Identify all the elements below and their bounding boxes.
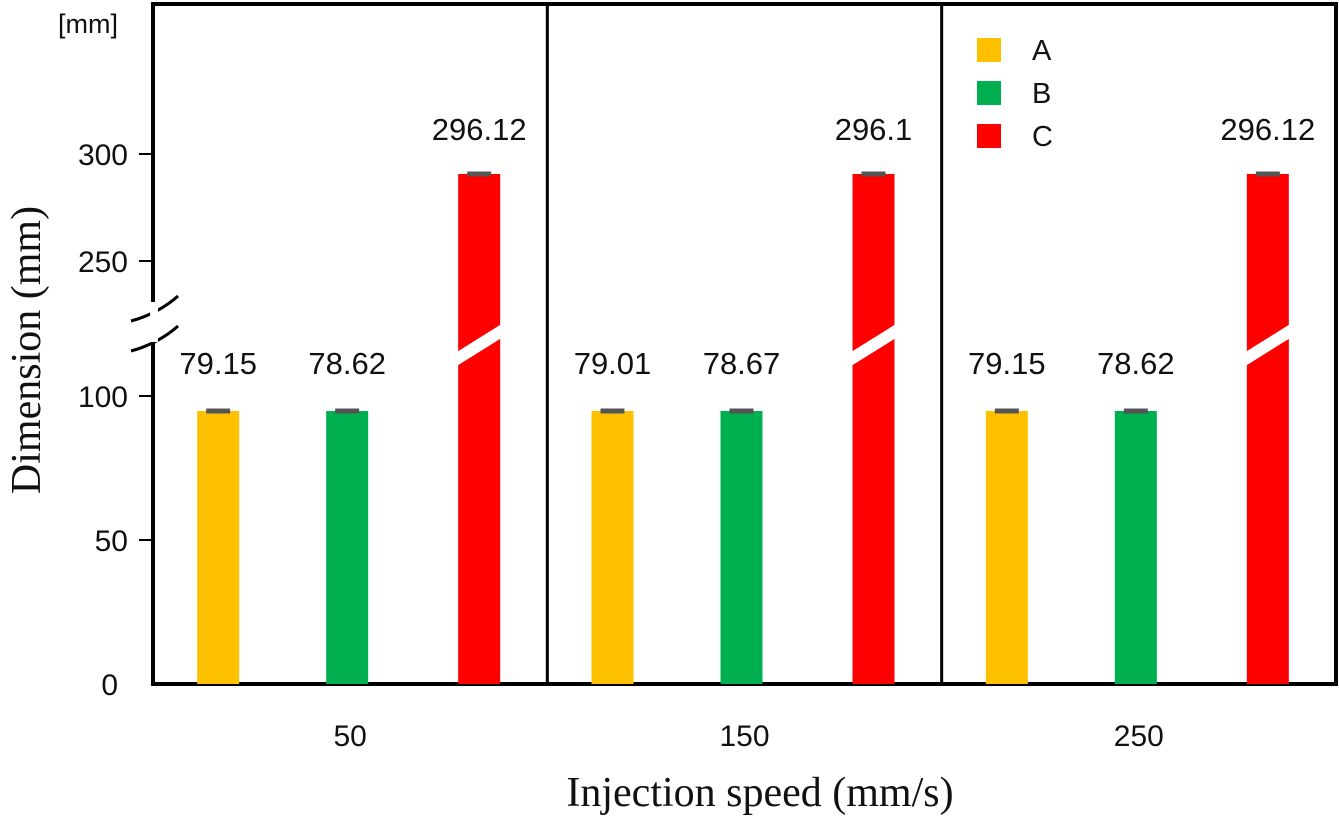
value-label: 78.62 xyxy=(1097,346,1175,381)
x-tick-label: 50 xyxy=(333,720,366,753)
bar-a xyxy=(197,411,240,684)
bar-break-mark xyxy=(849,323,898,367)
legend-swatch-a xyxy=(977,38,1001,62)
bar-break-mark xyxy=(455,323,504,367)
legend-label: B xyxy=(1032,78,1051,110)
value-label: 78.62 xyxy=(308,346,386,381)
bar-c xyxy=(1246,174,1289,684)
bar-c xyxy=(852,174,895,684)
y-tick-label: 0 xyxy=(101,669,118,702)
legend-swatch-c xyxy=(977,124,1001,148)
bar-a xyxy=(985,411,1028,684)
legend-swatch-b xyxy=(977,81,1001,105)
x-tick-label: 150 xyxy=(719,720,769,753)
legend-label: C xyxy=(1032,121,1053,153)
y-axis-title: Dimension (mm) xyxy=(4,206,50,494)
unit-label: [mm] xyxy=(58,9,118,39)
bar-c xyxy=(458,174,501,684)
x-tick-label: 250 xyxy=(1114,720,1164,753)
bar-a xyxy=(591,411,634,684)
axis-break-gap xyxy=(150,302,158,342)
legend: ABC xyxy=(977,35,1053,153)
x-axis-title: Injection speed (mm/s) xyxy=(566,770,953,816)
value-label: 79.15 xyxy=(179,346,257,381)
value-label: 79.15 xyxy=(968,346,1046,381)
bar-b xyxy=(720,411,763,684)
value-label: 296.12 xyxy=(1220,112,1315,147)
value-label: 296.12 xyxy=(432,112,527,147)
y-tick-label: 250 xyxy=(78,246,128,279)
y-tick-label: 100 xyxy=(78,381,128,414)
bar-b xyxy=(1114,411,1157,684)
bar-b xyxy=(326,411,369,684)
value-label: 296.1 xyxy=(835,112,913,147)
value-label: 79.01 xyxy=(574,346,652,381)
y-tick-label: 300 xyxy=(78,139,128,172)
plot-area: 0 50 100 250 300 50 79.15 78.62 296.12 150 79.01 78… xyxy=(78,2,1338,753)
y-tick-label: 50 xyxy=(95,525,128,558)
bar-break-mark xyxy=(1243,323,1292,367)
value-label: 78.67 xyxy=(703,346,781,381)
legend-label: A xyxy=(1032,35,1052,67)
